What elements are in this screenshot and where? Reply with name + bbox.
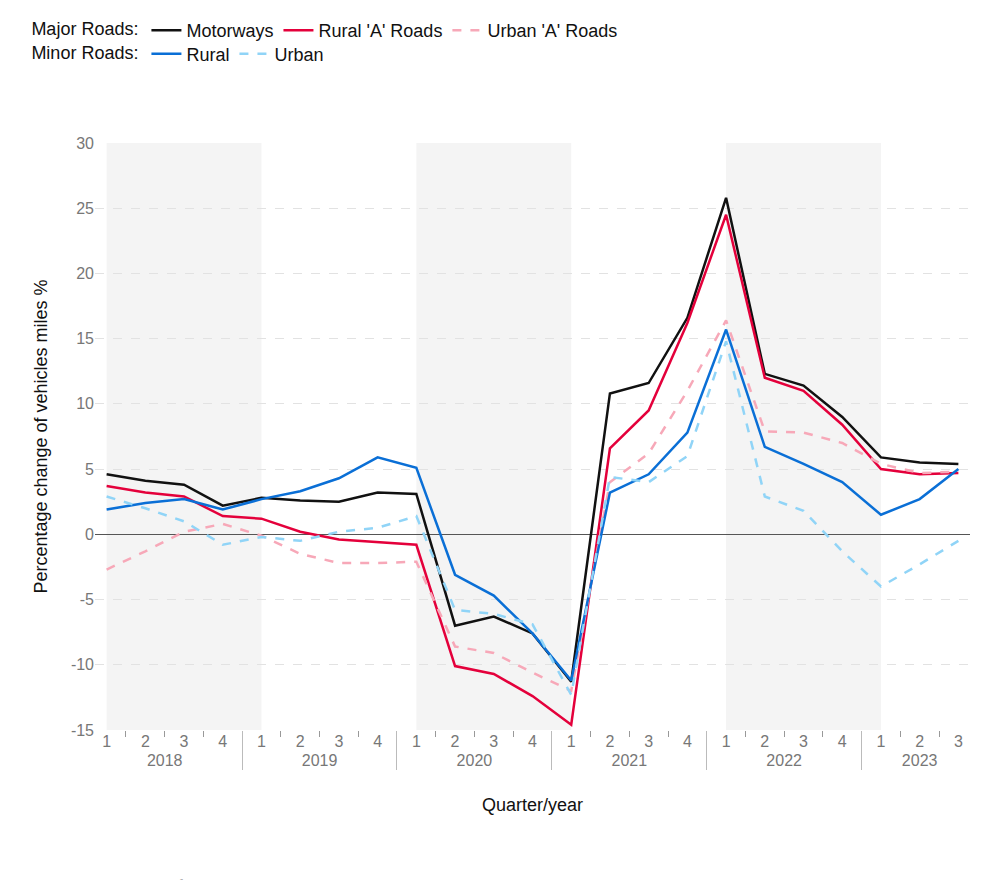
svg-text:3: 3 — [799, 733, 808, 750]
svg-text:-15: -15 — [71, 722, 94, 739]
svg-text:Motorways: Motorways — [186, 21, 273, 41]
svg-text:20: 20 — [76, 265, 94, 282]
svg-text:3: 3 — [644, 733, 653, 750]
svg-text:1: 1 — [257, 733, 266, 750]
svg-text:-5: -5 — [80, 591, 94, 608]
svg-text:Urban: Urban — [274, 45, 323, 65]
svg-text:2023: 2023 — [902, 752, 938, 769]
svg-text:2020: 2020 — [457, 752, 493, 769]
svg-text:2: 2 — [915, 733, 924, 750]
svg-text:1: 1 — [722, 733, 731, 750]
svg-text:2: 2 — [141, 733, 150, 750]
svg-text:Urban 'A' Roads: Urban 'A' Roads — [487, 21, 617, 41]
svg-text:1: 1 — [876, 733, 885, 750]
svg-text:5: 5 — [85, 461, 94, 478]
svg-text:3: 3 — [954, 733, 963, 750]
svg-text:3: 3 — [334, 733, 343, 750]
svg-text:2: 2 — [451, 733, 460, 750]
svg-text:Quarter/year: Quarter/year — [482, 795, 583, 815]
svg-text:4: 4 — [683, 733, 692, 750]
svg-text:1: 1 — [412, 733, 421, 750]
svg-text:15: 15 — [76, 330, 94, 347]
svg-text:2022: 2022 — [766, 752, 802, 769]
svg-text:2: 2 — [296, 733, 305, 750]
svg-text:4: 4 — [838, 733, 847, 750]
svg-text:1: 1 — [102, 733, 111, 750]
svg-text:2: 2 — [605, 733, 614, 750]
svg-text:2019: 2019 — [302, 752, 338, 769]
svg-text:4: 4 — [528, 733, 537, 750]
svg-text:Percentage change of vehicles: Percentage change of vehicles miles % — [31, 279, 51, 593]
svg-text:2: 2 — [760, 733, 769, 750]
svg-text:Major Roads:: Major Roads: — [31, 19, 138, 39]
svg-text:2018: 2018 — [147, 752, 183, 769]
svg-text:0: 0 — [85, 526, 94, 543]
svg-text:3: 3 — [180, 733, 189, 750]
svg-text:4: 4 — [218, 733, 227, 750]
svg-text:2021: 2021 — [611, 752, 647, 769]
svg-text:Rural 'A' Roads: Rural 'A' Roads — [318, 21, 442, 41]
svg-text:25: 25 — [76, 200, 94, 217]
svg-text:Minor Roads:: Minor Roads: — [31, 43, 138, 63]
svg-text:Rural: Rural — [186, 45, 229, 65]
svg-text:Source: Department for Transpo: Source: Department for Transport — [40, 876, 264, 880]
svg-text:-10: -10 — [71, 656, 94, 673]
svg-text:10: 10 — [76, 395, 94, 412]
svg-text:3: 3 — [489, 733, 498, 750]
svg-text:1: 1 — [567, 733, 576, 750]
svg-text:30: 30 — [76, 135, 94, 152]
svg-text:4: 4 — [373, 733, 382, 750]
